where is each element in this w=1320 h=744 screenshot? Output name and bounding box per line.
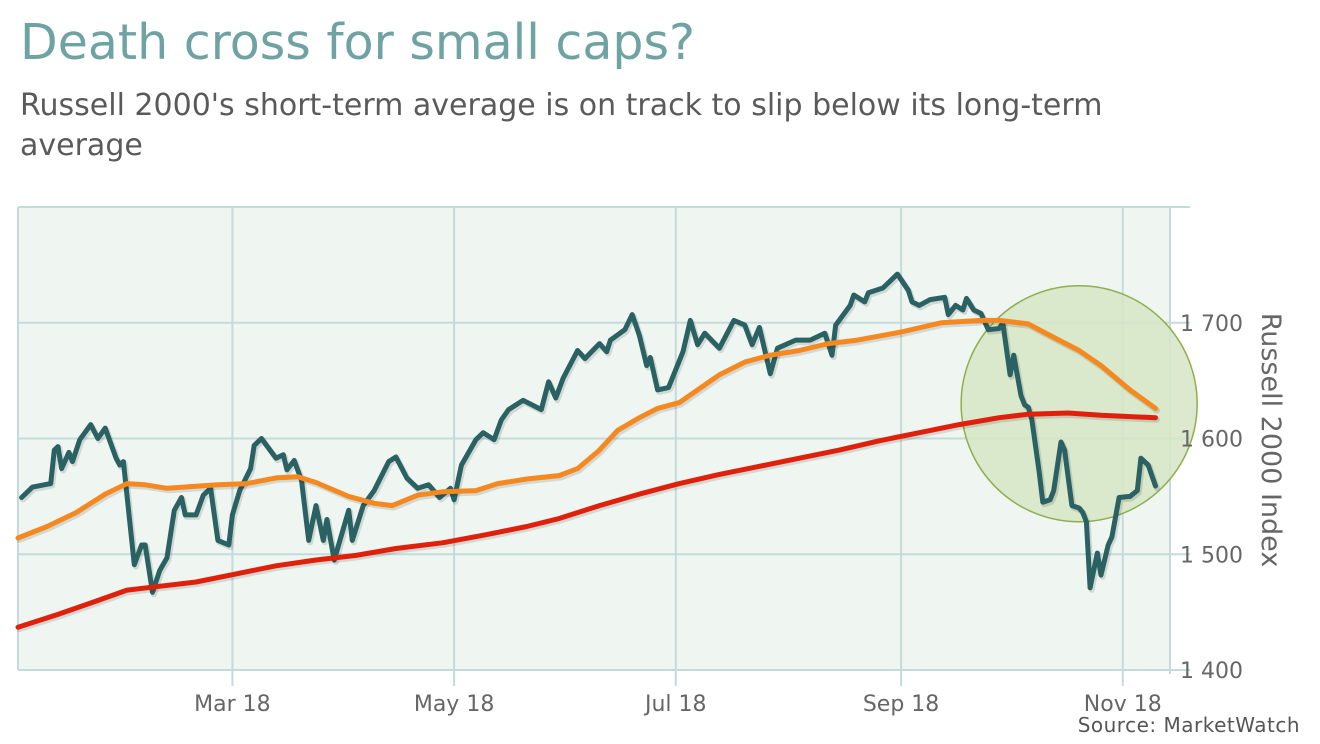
y-tick-label: 1 400 [1180,659,1243,684]
x-tick-label: May 18 [414,692,494,717]
x-tick-label: Sep 18 [863,692,939,717]
short-term-average-line [15,317,1158,541]
chart-title: Death cross for small caps? [20,14,696,71]
source-note: Source: MarketWatch [1078,713,1300,737]
price-line [19,271,1158,595]
y-axis-label: Russell 2000 Index [1255,313,1286,568]
x-tick-label: Jul 18 [643,692,707,717]
long-term-average-line [15,410,1158,630]
y-tick-label: 1 500 [1180,543,1243,568]
y-tick-label: 1 700 [1180,312,1243,337]
x-tick-label: Mar 18 [194,692,271,717]
x-axis: Mar 18 May 18 Jul 18 Sep 18 Nov 18 [194,692,1162,717]
series-lines [15,271,1160,633]
y-tick-label: 1 600 [1180,428,1243,453]
y-axis: 1 400 1 500 1 600 1 700 [1180,312,1243,684]
chart-subtitle: Russell 2000's short-term average is on … [20,88,1103,163]
grid-lines [17,206,1190,686]
x-tick-label: Nov 18 [1084,692,1162,717]
